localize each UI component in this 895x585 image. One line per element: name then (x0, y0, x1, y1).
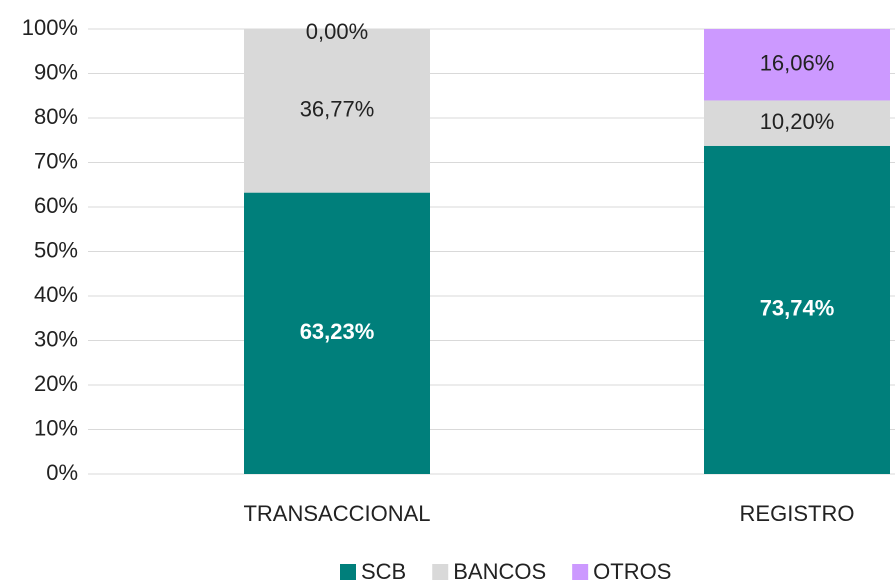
data-label: 0,00% (306, 19, 368, 44)
legend-label: SCB (361, 559, 406, 584)
y-tick-label: 40% (34, 282, 78, 307)
y-tick-label: 90% (34, 59, 78, 84)
x-tick-label: REGISTRO (740, 501, 855, 526)
bar-segment (704, 29, 890, 101)
data-label: 63,23% (300, 319, 375, 344)
data-label: 36,77% (300, 97, 375, 122)
y-tick-label: 70% (34, 148, 78, 173)
y-tick-label: 20% (34, 371, 78, 396)
bar-segment (704, 145, 890, 474)
y-tick-label: 10% (34, 415, 78, 440)
data-label: 10,20% (760, 109, 835, 134)
y-tick-label: 100% (22, 15, 78, 40)
legend-label: BANCOS (453, 559, 546, 584)
legend-swatch (432, 564, 449, 580)
bar-segment (704, 100, 890, 146)
x-tick-label: TRANSACCIONAL (243, 501, 430, 526)
data-label: 16,06% (760, 51, 835, 76)
legend-swatch (572, 564, 589, 580)
y-tick-label: 80% (34, 104, 78, 129)
bar-segment (244, 29, 430, 193)
y-tick-label: 50% (34, 237, 78, 262)
y-tick-label: 30% (34, 326, 78, 351)
data-label: 73,74% (760, 296, 835, 321)
y-tick-label: 0% (46, 460, 78, 485)
legend-label: OTROS (593, 559, 671, 584)
legend-swatch (340, 564, 356, 580)
y-tick-label: 60% (34, 193, 78, 218)
bar-segment (244, 192, 430, 474)
